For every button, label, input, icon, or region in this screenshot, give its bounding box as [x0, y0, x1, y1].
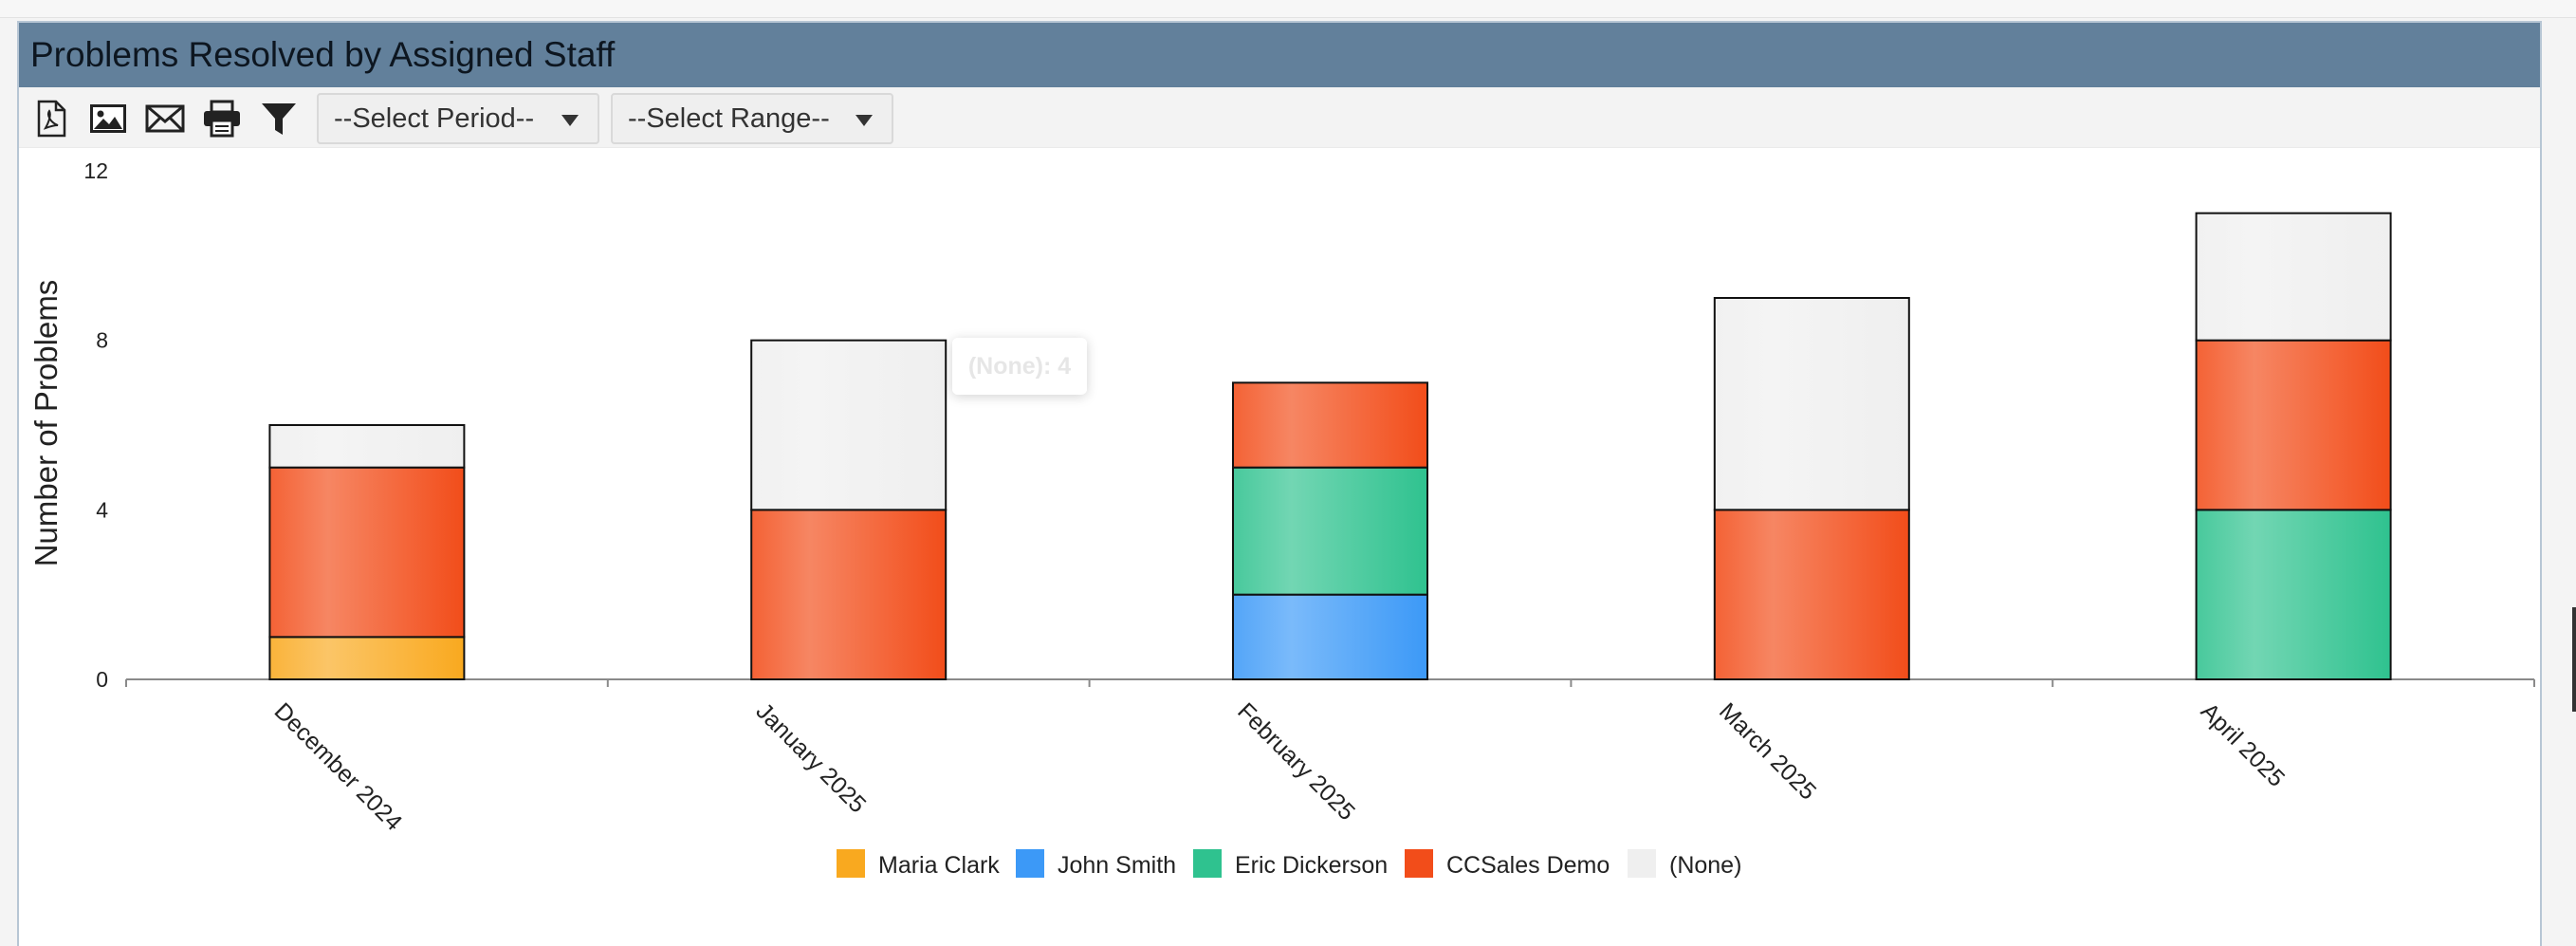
- y-axis-title: Number of Problems: [28, 280, 64, 567]
- x-category-label: April 2025: [2196, 697, 2290, 791]
- top-border: [0, 0, 2576, 18]
- bar-segment-ccsales-demo[interactable]: [750, 509, 948, 680]
- legend-swatch: [1016, 849, 1044, 878]
- chevron-down-icon: [561, 115, 579, 126]
- bar-segment-eric-dickerson[interactable]: [1232, 466, 1428, 596]
- x-category-label: March 2025: [1714, 697, 1821, 805]
- range-select[interactable]: --Select Range--: [611, 93, 893, 144]
- x-category-label: February 2025: [1232, 697, 1360, 825]
- chevron-down-icon: [856, 115, 873, 126]
- bar-segment-ccsales-demo[interactable]: [1232, 381, 1428, 469]
- y-tick-label: 8: [96, 328, 108, 353]
- y-tick-label: 4: [96, 497, 108, 522]
- legend-swatch: [1628, 849, 1656, 878]
- bar-segment-none[interactable]: [268, 424, 466, 469]
- email-button[interactable]: [142, 97, 188, 140]
- bar-segment-none[interactable]: [750, 339, 948, 511]
- y-tick-label: 0: [96, 667, 108, 692]
- x-category-label: January 2025: [750, 697, 871, 818]
- chart-tooltip: (None): 4: [952, 338, 1087, 395]
- legend-swatch: [837, 849, 865, 878]
- period-select-value: --Select Period--: [334, 103, 535, 134]
- bar-segment-ccsales-demo[interactable]: [2195, 339, 2392, 511]
- bar-segment-maria-clark[interactable]: [268, 636, 466, 680]
- bar-segment-eric-dickerson[interactable]: [2195, 509, 2392, 680]
- period-select[interactable]: --Select Period--: [317, 93, 599, 144]
- legend-label: (None): [1669, 852, 1742, 879]
- legend-label: Maria Clark: [878, 852, 1000, 879]
- y-tick-label: 12: [83, 158, 108, 183]
- legend-swatch: [1193, 849, 1222, 878]
- scrollbar-thumb[interactable]: [2572, 607, 2576, 712]
- range-select-value: --Select Range--: [628, 103, 830, 134]
- printer-icon: [204, 100, 240, 138]
- envelope-icon: [145, 104, 185, 133]
- legend-swatch: [1405, 849, 1433, 878]
- image-icon: [90, 104, 126, 133]
- chart-legend: Maria Clark John Smith Eric Dickerson CCSal…: [0, 846, 2576, 884]
- funnel-icon: [262, 103, 296, 135]
- legend-label: CCSales Demo: [1446, 852, 1610, 879]
- image-export-button[interactable]: [85, 97, 131, 140]
- pdf-export-button[interactable]: [28, 97, 74, 140]
- bar-segment-john-smith[interactable]: [1232, 593, 1428, 681]
- panel-title: Problems Resolved by Assigned Staff: [19, 23, 2540, 87]
- legend-label: Eric Dickerson: [1235, 852, 1389, 879]
- bar-segment-ccsales-demo[interactable]: [1713, 509, 1910, 680]
- legend-label: John Smith: [1058, 852, 1177, 879]
- x-category-label: December 2024: [269, 697, 408, 836]
- toolbar: --Select Period-- --Select Range--: [19, 87, 2540, 148]
- print-button[interactable]: [199, 97, 245, 140]
- bar-segment-none[interactable]: [1713, 297, 1910, 511]
- bar-segment-none[interactable]: [2195, 212, 2392, 342]
- pdf-icon: [37, 100, 66, 138]
- bar-segment-ccsales-demo[interactable]: [268, 466, 466, 639]
- filter-button[interactable]: [256, 97, 302, 140]
